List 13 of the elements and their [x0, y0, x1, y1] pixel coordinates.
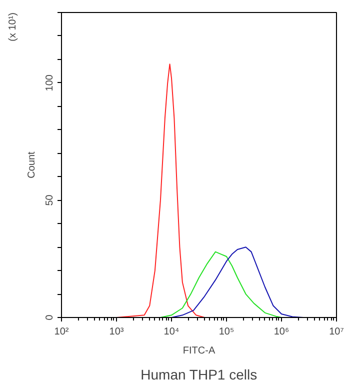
y-axis-title: Count [26, 151, 38, 178]
y-tick-label: 50 [44, 194, 56, 206]
x-tick-label: 10² [54, 326, 70, 338]
x-tick-label: 10⁵ [218, 326, 234, 338]
y-tick-label: 100 [44, 74, 56, 92]
text: Human THP1 cells [140, 366, 258, 382]
text: (x 10¹) [8, 12, 18, 42]
x-tick-label: 10⁷ [329, 326, 344, 338]
x-tick-label: 10³ [109, 326, 124, 338]
x-tick-label: 10⁴ [164, 326, 180, 338]
x-axis-title: FITC-A [182, 346, 216, 356]
y-tick-label: 0 [44, 314, 56, 320]
x-tick-label: 10⁶ [274, 326, 290, 338]
